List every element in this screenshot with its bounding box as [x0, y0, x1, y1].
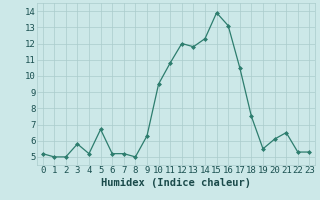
X-axis label: Humidex (Indice chaleur): Humidex (Indice chaleur) — [101, 178, 251, 188]
